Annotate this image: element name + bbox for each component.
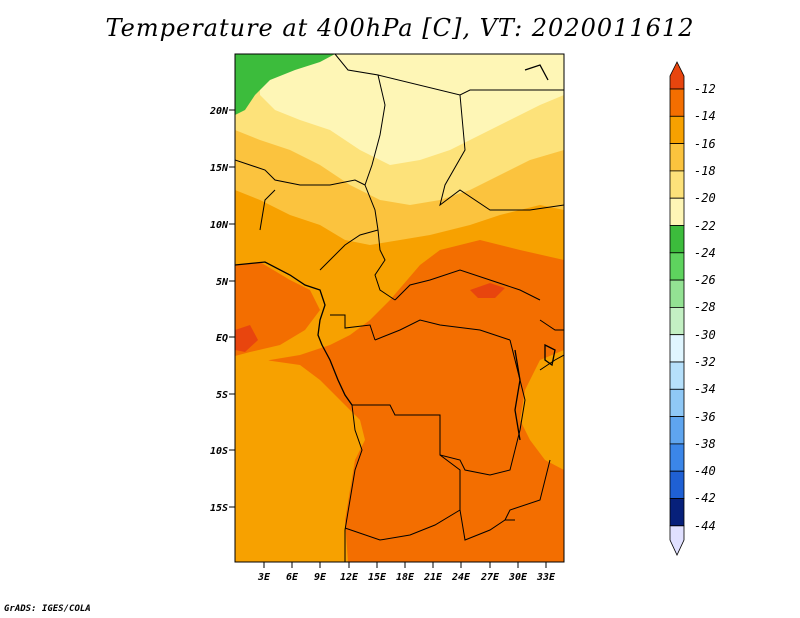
colorbar-label: -22 — [694, 219, 716, 233]
lon-label: 3E — [257, 572, 271, 583]
band-minus22 — [260, 54, 564, 165]
lat-label: 20N — [209, 106, 229, 117]
colorbar-top-arrow — [669, 61, 685, 90]
colorbar-label: -36 — [694, 410, 716, 424]
colorbar-label: -32 — [694, 355, 716, 369]
grads-credit: GrADS: IGES/COLA — [4, 604, 91, 614]
colorbar-swatch — [669, 388, 685, 417]
lon-label: 33E — [536, 572, 556, 583]
lon-label: 30E — [508, 572, 528, 583]
colorbar-label: -30 — [694, 328, 716, 342]
colorbar-swatch — [669, 443, 685, 472]
lat-label: 15S — [210, 503, 228, 514]
colorbar-swatch — [669, 88, 685, 117]
lon-label: 12E — [340, 572, 359, 583]
colorbar-swatch — [669, 197, 685, 226]
colorbar-swatch — [669, 306, 685, 336]
colorbar-label: -42 — [694, 491, 716, 505]
colorbar-swatch — [669, 143, 685, 172]
colorbar-label: -16 — [694, 137, 716, 151]
colorbar-swatch — [669, 252, 685, 281]
colorbar-swatch — [669, 334, 685, 363]
lon-label: 18E — [396, 572, 415, 583]
colorbar-label: -12 — [694, 82, 716, 96]
coastline — [235, 64, 556, 441]
lat-label: 10N — [210, 220, 229, 231]
colorbar-swatch — [669, 170, 685, 199]
band-minus16-east — [520, 350, 564, 470]
lat-label: EQ — [216, 333, 228, 344]
colorbar-swatch — [669, 361, 685, 390]
colorbar-swatch — [669, 279, 685, 308]
lon-label: 27E — [480, 572, 500, 583]
map-title: Temperature at 400hPa [C], VT: 202001161… — [105, 14, 695, 42]
lat-label: 10S — [210, 446, 228, 457]
colorbar-label: -38 — [694, 437, 716, 451]
map-frame — [234, 53, 565, 563]
colorbar: -12 -14 -16 -18 -20 -22 -24 -26 -28 -30 … — [669, 61, 716, 556]
lon-label: 6E — [286, 572, 299, 583]
band-minus12-b — [235, 325, 258, 352]
colorbar-swatch — [669, 115, 685, 145]
band-minus16-south — [235, 360, 365, 562]
colorbar-label: -34 — [694, 382, 716, 396]
lon-label: 9E — [314, 572, 327, 583]
colorbar-swatch — [669, 470, 685, 499]
colorbar-swatch — [669, 416, 685, 445]
lat-label: 5S — [216, 390, 228, 401]
band-minus24 — [235, 54, 335, 115]
band-minus14-westcoast — [235, 262, 320, 356]
colorbar-label: -24 — [694, 246, 716, 260]
lat-axis: 20N 15N 10N 5N EQ 5S 10S 15S — [209, 106, 235, 514]
lat-label: 15N — [210, 163, 229, 174]
colorbar-swatch — [669, 498, 685, 527]
band-minus12-a — [470, 283, 505, 298]
temperature-field — [235, 54, 564, 562]
lon-axis: 3E 6E 9E 12E 15E 18E 21E 24E 27E 30E 33E — [257, 562, 556, 583]
lon-label: 24E — [451, 572, 471, 583]
colorbar-bottom-arrow — [669, 525, 685, 556]
lon-label: 15E — [368, 572, 387, 583]
colorbar-label: -26 — [694, 273, 716, 287]
colorbar-label: -20 — [694, 191, 716, 205]
colorbar-label: -18 — [694, 164, 716, 178]
lat-label: 5N — [216, 277, 229, 288]
colorbar-swatch — [669, 225, 685, 254]
colorbar-label: -44 — [694, 519, 716, 533]
lon-label: 21E — [423, 572, 443, 583]
colorbar-label: -40 — [694, 464, 716, 478]
colorbar-label: -14 — [694, 109, 716, 123]
colorbar-label: -28 — [694, 300, 716, 314]
